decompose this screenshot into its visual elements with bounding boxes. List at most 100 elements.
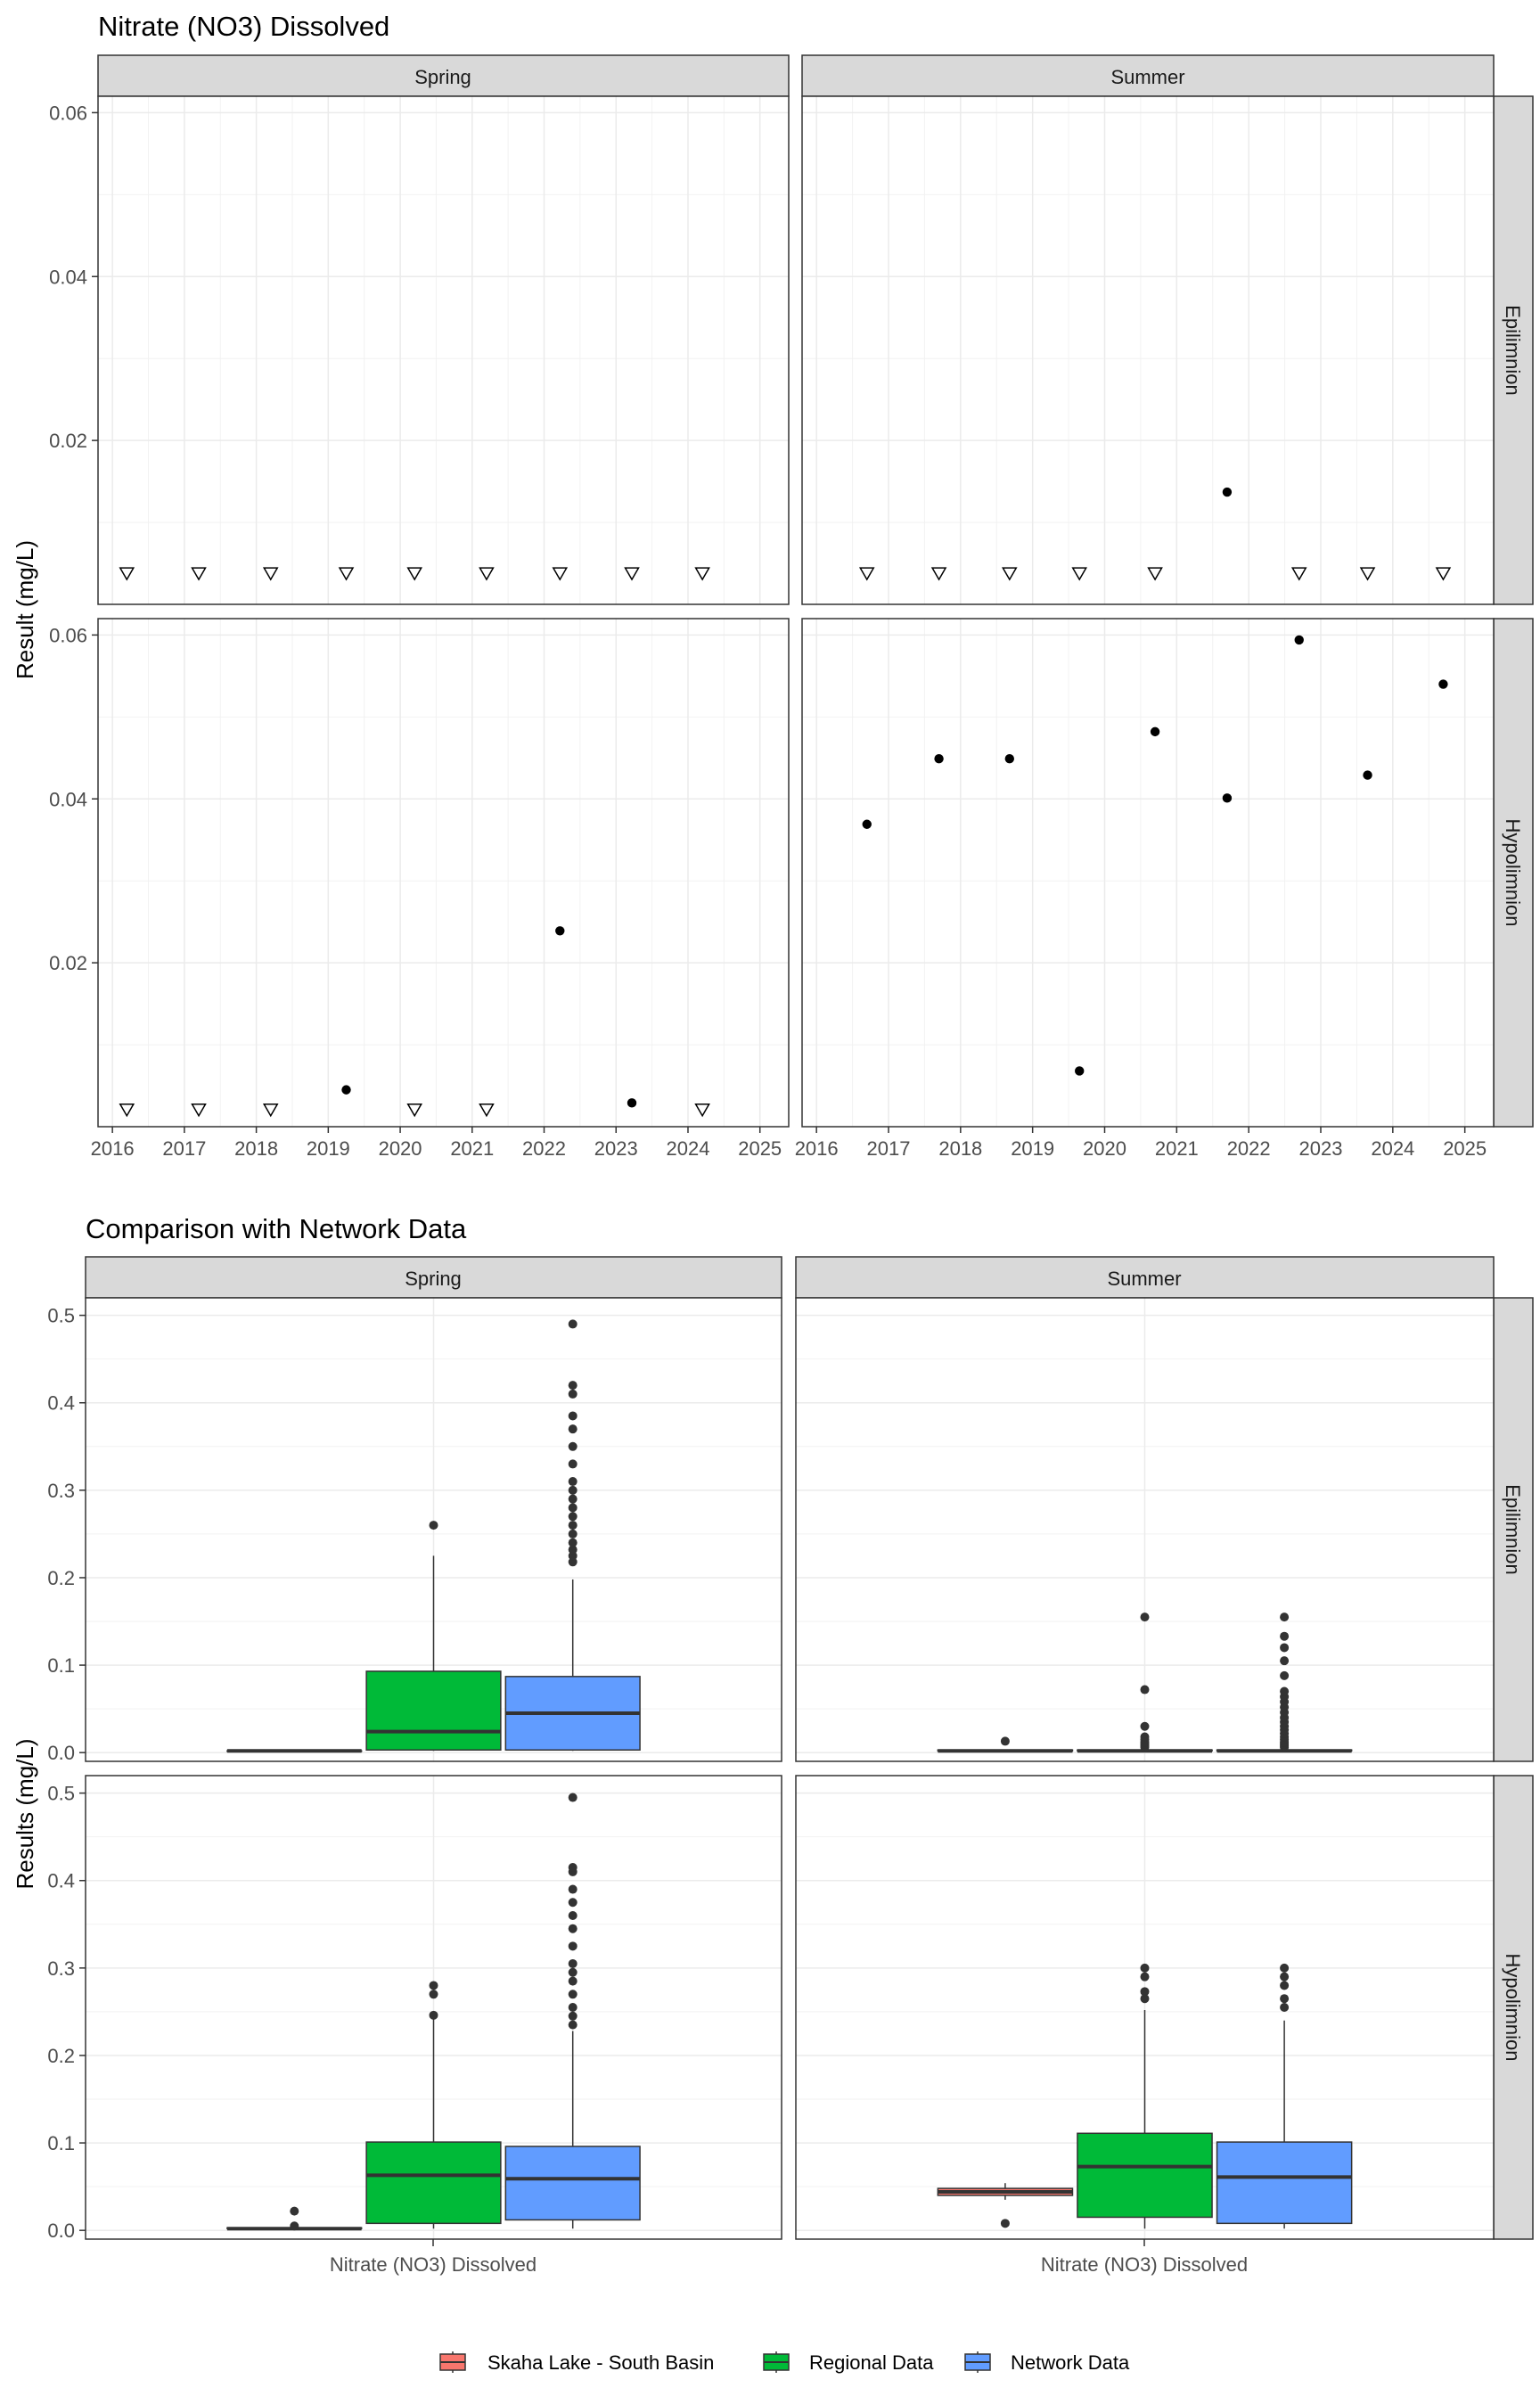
outlier-point bbox=[1280, 1643, 1290, 1653]
scatter-chart: Nitrate (NO3) Dissolved Result (mg/L) Sp… bbox=[12, 11, 1534, 1160]
outlier-point bbox=[1000, 2219, 1010, 2228]
nondetect-point bbox=[191, 1103, 207, 1118]
panel-border bbox=[801, 618, 1495, 1128]
panel-border bbox=[97, 618, 790, 1128]
panel-border bbox=[97, 95, 790, 605]
box-body bbox=[1216, 2141, 1353, 2225]
outlier-point bbox=[568, 1958, 578, 1968]
box-body bbox=[504, 2146, 641, 2221]
outlier-point bbox=[568, 1976, 578, 1986]
panel-background bbox=[98, 619, 789, 1127]
data-point bbox=[555, 926, 565, 936]
outlier-point bbox=[568, 2011, 578, 2021]
outlier-point bbox=[1280, 1972, 1290, 1982]
data-point bbox=[341, 1085, 351, 1095]
data-point bbox=[862, 819, 872, 829]
facet-strip-hypolimnion: Hypolimnion bbox=[1493, 618, 1534, 1128]
data-point bbox=[934, 754, 944, 764]
outlier-point bbox=[1280, 1670, 1290, 1680]
panel-background bbox=[802, 96, 1494, 604]
outlier-point bbox=[568, 1503, 578, 1513]
data-point bbox=[627, 1098, 637, 1108]
outlier-point bbox=[1140, 1963, 1150, 1973]
outlier-point bbox=[568, 1441, 578, 1451]
x-tick-label: 2018 bbox=[234, 1137, 278, 1160]
facet-strip-label: Epilimnion bbox=[1502, 1484, 1524, 1575]
outlier-point bbox=[1140, 1685, 1150, 1694]
outlier-point bbox=[568, 1884, 578, 1894]
x-tick-label: 2025 bbox=[1443, 1137, 1487, 1160]
outlier-point bbox=[1000, 1736, 1010, 1746]
outlier-point bbox=[429, 1990, 438, 1999]
data-point bbox=[1004, 754, 1015, 764]
y-tick-label: 0.0 bbox=[47, 2220, 75, 2242]
outlier-point bbox=[1280, 1963, 1290, 1973]
facet-strip-label: Spring bbox=[414, 66, 471, 88]
data-point bbox=[1222, 487, 1233, 497]
y-tick-label: 0.02 bbox=[49, 952, 87, 974]
nondetect-point bbox=[119, 1103, 135, 1118]
facet-strip-label: Hypolimnion bbox=[1502, 1953, 1524, 2061]
legend-label: Network Data bbox=[1011, 2351, 1130, 2374]
outlier-point bbox=[568, 1319, 578, 1329]
box-0 bbox=[226, 1749, 363, 1753]
x-tick-label: 2020 bbox=[379, 1137, 422, 1160]
outlier-point bbox=[1140, 1612, 1150, 1622]
nondetect-point bbox=[338, 567, 355, 581]
outlier-point bbox=[568, 1389, 578, 1399]
x-tick-label: 2022 bbox=[1227, 1137, 1271, 1160]
outlier-point bbox=[568, 1967, 578, 1977]
x-tick-label: 2016 bbox=[91, 1137, 135, 1160]
data-point bbox=[1363, 770, 1372, 780]
x-tick-label: 2024 bbox=[667, 1137, 710, 1160]
outlier-point bbox=[568, 1924, 578, 1933]
panel-border bbox=[801, 95, 1495, 605]
outlier-point bbox=[1140, 1972, 1150, 1982]
panel-border bbox=[85, 1297, 782, 1762]
y-tick-label: 0.4 bbox=[47, 1392, 75, 1415]
x-tick-label: 2023 bbox=[1299, 1137, 1343, 1160]
facet-strip-epilimnion: Epilimnion bbox=[1493, 1297, 1534, 1762]
outlier-point bbox=[568, 1381, 578, 1391]
nondetect-point bbox=[858, 567, 875, 581]
outlier-point bbox=[568, 1512, 578, 1522]
y-axis-label: Results (mg/L) bbox=[12, 1738, 38, 1889]
data-point bbox=[1075, 1066, 1085, 1076]
y-axis-top: 0.0 0.1 0.2 0.3 0.4 0.5 bbox=[47, 1305, 86, 1764]
y-tick-label: 0.04 bbox=[49, 788, 87, 810]
x-tick-label: Nitrate (NO3) Dissolved bbox=[330, 2253, 537, 2276]
box-2 bbox=[504, 1319, 641, 1752]
nondetect-point bbox=[406, 567, 423, 581]
data-point bbox=[1222, 793, 1233, 803]
facet-strip-hypolimnion: Hypolimnion bbox=[1493, 1775, 1534, 2240]
outlier-point bbox=[290, 2221, 299, 2231]
y-tick-label: 0.1 bbox=[47, 1654, 75, 1677]
nondetect-point bbox=[479, 567, 495, 581]
outlier-point bbox=[1280, 2003, 1290, 2012]
y-tick-label: 0.3 bbox=[47, 1480, 75, 1502]
nondetect-point bbox=[1071, 567, 1088, 581]
box-1 bbox=[365, 1981, 502, 2229]
outlier-point bbox=[429, 1521, 438, 1530]
outlier-point bbox=[1140, 1987, 1150, 1997]
panel-summer-hypolimnion bbox=[795, 1775, 1495, 2240]
panel-summer-epilimnion bbox=[795, 1297, 1495, 1762]
panel-border bbox=[795, 1297, 1495, 1762]
box-body bbox=[365, 1670, 502, 1751]
data-point bbox=[1438, 679, 1448, 689]
outlier-point bbox=[1140, 1732, 1150, 1742]
outlier-point bbox=[429, 2010, 438, 2020]
outlier-point bbox=[568, 1557, 578, 1567]
facet-strip-summer: Summer bbox=[801, 54, 1495, 97]
y-tick-label: 0.06 bbox=[49, 102, 87, 124]
facet-strip-epilimnion: Epilimnion bbox=[1493, 95, 1534, 605]
outlier-point bbox=[568, 2020, 578, 2030]
nondetect-point bbox=[930, 567, 947, 581]
box-1 bbox=[1077, 1963, 1213, 2229]
y-axis-label: Result (mg/L) bbox=[12, 540, 38, 679]
outlier-point bbox=[568, 1551, 578, 1561]
box-2 bbox=[1216, 1612, 1353, 1753]
chart-title: Nitrate (NO3) Dissolved bbox=[98, 11, 389, 42]
x-tick-label: 2025 bbox=[738, 1137, 782, 1160]
outlier-point bbox=[568, 1863, 578, 1873]
